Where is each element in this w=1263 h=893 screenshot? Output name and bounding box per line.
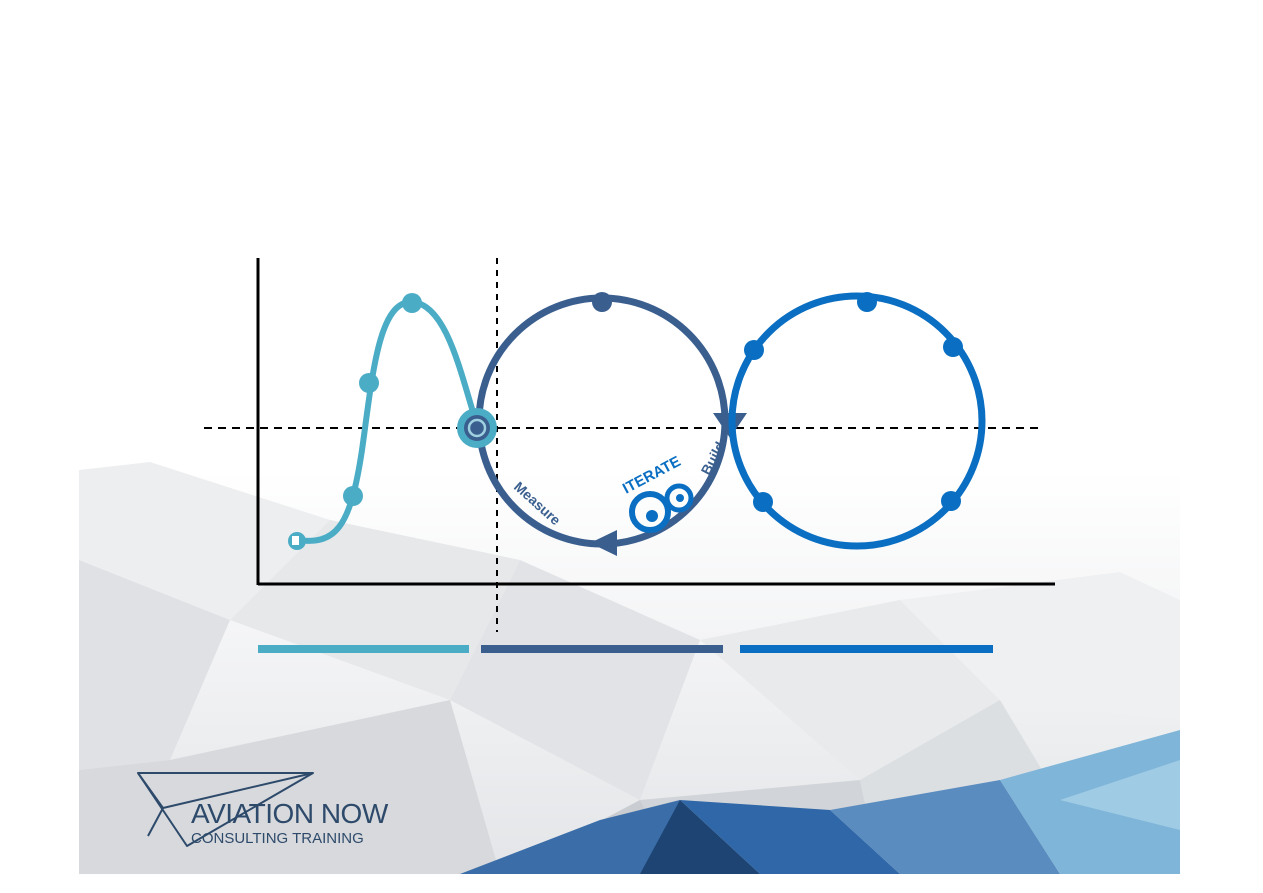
- pivot-target-icon: [457, 408, 497, 448]
- loop-top-point: [592, 292, 612, 312]
- chart-axes: [204, 258, 1055, 632]
- phase-bar-1: [258, 645, 469, 653]
- scale-loop: [728, 292, 986, 550]
- scale-loop-point: [753, 492, 773, 512]
- s-curve-point: [359, 373, 379, 393]
- s-curve-point: [402, 293, 422, 313]
- phase-bar-3: [740, 645, 993, 653]
- iterate-gears-icon: [629, 483, 694, 533]
- paper-plane-icon: [137, 772, 314, 847]
- scale-loop-point: [943, 337, 963, 357]
- phase-bars: [258, 645, 993, 653]
- scale-loop-point: [941, 491, 961, 511]
- s-curve-point: [343, 486, 363, 506]
- logo-title: AVIATION NOW: [191, 798, 389, 829]
- measure-arrow: [590, 530, 617, 556]
- phase-bar-2: [481, 645, 723, 653]
- aviation-now-logo: AVIATION NOW CONSULTING TRAINING: [137, 772, 389, 847]
- s-curve: [288, 293, 481, 550]
- scale-loop-point: [857, 292, 877, 312]
- scale-loop-point: [744, 340, 764, 360]
- logo-subtitle: CONSULTING TRAINING: [191, 830, 364, 847]
